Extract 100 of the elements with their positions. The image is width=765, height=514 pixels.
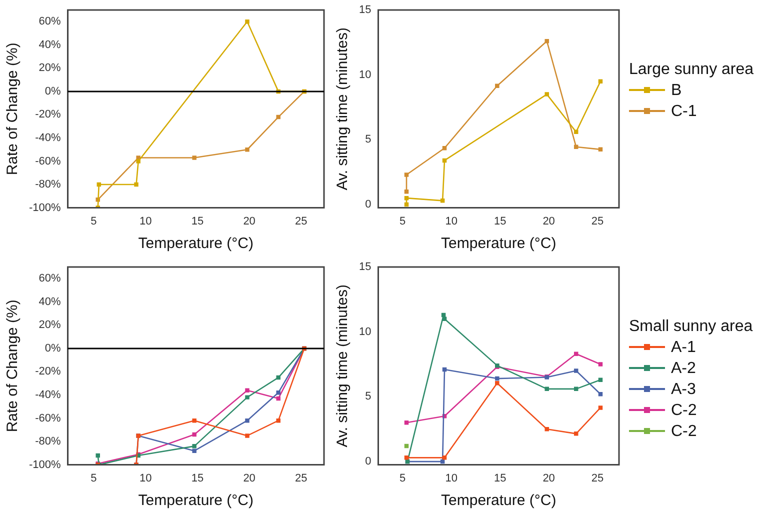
x-tick-label: 5 <box>90 472 97 484</box>
x-tick-label: 5 <box>400 215 406 228</box>
y-tick-label: 60% <box>38 272 61 285</box>
y-tick-label: -100% <box>29 458 62 471</box>
x-tick-label: 25 <box>295 472 308 484</box>
point <box>245 388 250 392</box>
legend-label: A-1 <box>671 338 696 358</box>
y-tick-label: 0% <box>44 342 62 354</box>
point <box>245 418 250 423</box>
x-tick-label: 20 <box>542 472 555 484</box>
point <box>598 406 603 410</box>
x-tick-label: 25 <box>295 215 308 228</box>
y-tick-label: -60% <box>35 412 62 424</box>
point <box>276 418 280 423</box>
x-tick-label: 25 <box>591 472 604 484</box>
point <box>276 375 280 380</box>
x-tick-label: 25 <box>591 215 604 228</box>
point <box>276 396 280 401</box>
point <box>192 432 196 437</box>
point <box>440 198 445 203</box>
point <box>598 79 603 84</box>
legend-label: C-2 <box>671 422 697 442</box>
y-tick-label: -20% <box>35 366 62 378</box>
point <box>598 362 603 366</box>
point <box>442 456 447 460</box>
y-axis-title: Av. sitting time (minutes) <box>334 27 352 190</box>
x-tick-label: 10 <box>139 472 152 484</box>
x-tick-label: 10 <box>445 215 458 228</box>
point <box>276 390 280 395</box>
x-tick-label: 15 <box>494 215 506 228</box>
y-tick-label: 0% <box>44 85 62 98</box>
x-axis-title: Temperature (°C) <box>138 235 254 252</box>
y-tick-label: 20% <box>38 319 61 332</box>
y-axis-title: Rate of Change (%) <box>4 300 22 432</box>
x-tick-label: 15 <box>191 472 204 484</box>
point <box>544 386 549 392</box>
point <box>192 418 196 423</box>
legend-label: A-2 <box>671 358 696 378</box>
point <box>495 84 500 88</box>
x-tick-label: 10 <box>139 215 152 228</box>
point <box>192 156 196 160</box>
point <box>192 444 196 448</box>
x-tick-label: 10 <box>445 472 458 484</box>
point <box>442 146 447 150</box>
y-tick-label: -100% <box>29 202 62 214</box>
point <box>245 395 250 400</box>
y-axis-title: Rate of Change (%) <box>4 42 22 176</box>
y-tick-label: 5 <box>365 134 372 146</box>
point <box>404 172 409 177</box>
point <box>276 114 280 120</box>
point <box>136 159 140 164</box>
x-tick-label: 5 <box>400 472 406 484</box>
x-tick-label: 20 <box>542 215 555 228</box>
point <box>598 378 603 382</box>
point <box>192 448 196 453</box>
point <box>495 376 500 381</box>
y-tick-label: -20% <box>35 108 62 121</box>
x-axis-title: Temperature (°C) <box>441 235 556 252</box>
x-tick-label: 20 <box>243 472 256 484</box>
point <box>404 456 409 460</box>
point <box>134 182 138 187</box>
legend-label: C-1 <box>671 102 697 122</box>
point <box>245 20 250 24</box>
point <box>404 420 409 425</box>
y-tick-label: -40% <box>35 132 62 144</box>
point <box>574 432 578 436</box>
legend-title: Small sunny area <box>629 316 753 336</box>
y-tick-label: 15 <box>358 4 372 16</box>
point <box>574 368 578 373</box>
point <box>544 39 549 44</box>
y-tick-label: 0 <box>365 456 372 468</box>
y-tick-label: 10 <box>358 326 372 338</box>
x-axis-title: Temperature (°C) <box>138 492 254 510</box>
x-tick-label: 20 <box>243 215 256 228</box>
y-tick-label: 40% <box>38 38 61 51</box>
y-tick-label: 5 <box>365 390 372 403</box>
point <box>544 427 549 432</box>
y-tick-label: -40% <box>35 389 62 402</box>
x-tick-label: 5 <box>90 215 97 228</box>
point <box>574 144 578 149</box>
y-tick-label: 0 <box>365 198 372 211</box>
y-axis-title: Av. sitting time (minutes) <box>334 284 352 448</box>
x-tick-label: 15 <box>191 215 204 228</box>
x-axis-title: Temperature (°C) <box>441 492 556 510</box>
legend-label: B <box>671 80 682 100</box>
point <box>245 434 250 438</box>
point <box>544 92 549 96</box>
y-tick-label: -60% <box>35 155 62 168</box>
y-tick-label: 60% <box>38 16 61 28</box>
y-tick-label: 15 <box>358 261 372 274</box>
y-tick-label: 20% <box>38 62 61 74</box>
x-tick-label: 15 <box>494 472 506 484</box>
y-tick-label: 10 <box>358 68 372 81</box>
y-tick-label: -80% <box>35 436 62 448</box>
legend-title: Large sunny area <box>629 60 754 80</box>
legend-label: A-3 <box>671 380 696 400</box>
y-tick-label: -80% <box>35 178 62 191</box>
point <box>495 380 500 386</box>
point <box>245 148 250 152</box>
legend-label: C-2 <box>671 400 697 420</box>
